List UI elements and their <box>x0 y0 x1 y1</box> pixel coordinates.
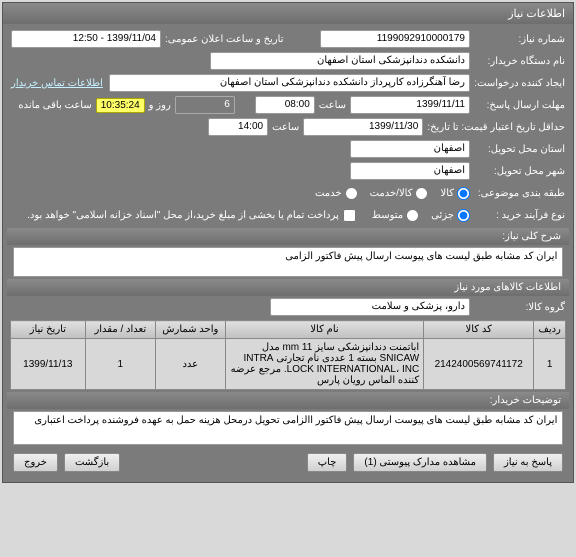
delivery-prov-label: استان محل تحویل: <box>470 144 565 155</box>
validity-date: 1399/11/30 <box>303 118 423 136</box>
validity-time-label: ساعت <box>268 122 303 133</box>
budget-type-label: طبقه بندی موضوعی: <box>470 188 565 199</box>
budget-type-group: کالا کالا/خدمت خدمت <box>315 187 470 200</box>
answer-button[interactable]: پاسخ به نیاز <box>493 453 563 472</box>
public-date-label: تاریخ و ساعت اعلان عمومی: <box>161 34 288 45</box>
answer-deadline-date: 1399/11/11 <box>350 96 470 114</box>
table-header-row: ردیف کد کالا نام کالا واحد شمارش تعداد /… <box>10 321 565 339</box>
budget-opt-goods[interactable]: کالا <box>440 187 470 200</box>
buy-radio-mid[interactable] <box>406 209 419 222</box>
col-idx: ردیف <box>534 321 566 339</box>
buyer-org-label: نام دستگاه خریدار: <box>470 56 565 67</box>
answer-deadline-time: 08:00 <box>255 96 315 114</box>
creator-value: رضا آهنگرزاده کارپرداز دانشکده دندانپزشک… <box>109 74 470 92</box>
remaining-time: 10:35:24 <box>96 98 145 113</box>
remaining-days-label: روز و <box>145 100 175 111</box>
goods-group-value: دارو، پزشکی و سلامت <box>270 298 470 316</box>
buy-opt-mid[interactable]: متوسط <box>372 209 419 222</box>
answer-deadline-label: مهلت ارسال پاسخ: <box>470 100 565 111</box>
cell-name: اباتمنت دندانپزشکی سایز mm 11 مدل SNICAW… <box>225 339 423 390</box>
buy-radio-low[interactable] <box>457 209 470 222</box>
footer-bar: پاسخ به نیاز مشاهده مدارک پیوستی (1) چاپ… <box>7 447 569 478</box>
partial-pay-checkbox[interactable] <box>343 209 356 222</box>
need-no-label: شماره نیاز: <box>470 34 565 45</box>
desc-section-label: شرح کلی نیاز: <box>7 228 569 245</box>
delivery-city-value: اصفهان <box>350 162 470 180</box>
col-qty: تعداد / مقدار <box>85 321 155 339</box>
creator-label: ایجاد کننده درخواست: <box>470 78 565 89</box>
remaining-days: 6 <box>175 96 235 114</box>
cell-code: 2142400569741172 <box>424 339 534 390</box>
cell-qty: 1 <box>85 339 155 390</box>
budget-radio-goods-service[interactable] <box>415 187 428 200</box>
budget-radio-goods[interactable] <box>457 187 470 200</box>
contact-link[interactable]: اطلاعات تماس خریدار <box>11 78 103 89</box>
goods-group-label: گروه کالا: <box>470 302 565 313</box>
validity-label: حداقل تاریخ اعتبار قیمت: تا تاریخ: <box>423 122 565 133</box>
panel-body: شماره نیاز: 1199092910000179 تاریخ و ساع… <box>3 24 573 482</box>
cell-idx: 1 <box>534 339 566 390</box>
exit-button[interactable]: خروج <box>13 453 58 472</box>
budget-opt-goods-service[interactable]: کالا/خدمت <box>370 187 429 200</box>
validity-time: 14:00 <box>208 118 268 136</box>
need-info-panel: اطلاعات نیاز شماره نیاز: 119909291000017… <box>2 2 574 483</box>
partial-pay-label: پرداخت تمام یا بخشی از مبلغ خرید،از محل … <box>27 210 339 221</box>
attachments-button[interactable]: مشاهده مدارک پیوستی (1) <box>353 453 487 472</box>
buy-type-group: جزئی متوسط <box>372 209 470 222</box>
buyer-notes-label: توضیحات خریدار: <box>7 392 569 409</box>
budget-opt-service[interactable]: خدمت <box>315 187 358 200</box>
goods-table: ردیف کد کالا نام کالا واحد شمارش تعداد /… <box>10 320 566 390</box>
buyer-notes-text <box>13 411 564 445</box>
remaining-suffix: ساعت باقی مانده <box>14 100 95 111</box>
col-unit: واحد شمارش <box>155 321 225 339</box>
budget-radio-service[interactable] <box>345 187 358 200</box>
public-date-value: 1399/11/04 - 12:50 <box>11 30 161 48</box>
goods-header: اطلاعات کالاهای مورد نیاز <box>7 279 569 296</box>
panel-title: اطلاعات نیاز <box>3 3 573 24</box>
cell-date: 1399/11/13 <box>10 339 85 390</box>
buyer-org-value: دانشکده دندانپزشکی استان اصفهان <box>210 52 470 70</box>
answer-time-label: ساعت <box>315 100 350 111</box>
buy-type-label: نوع فرآیند خرید : <box>470 210 565 221</box>
table-row: 1 2142400569741172 اباتمنت دندانپزشکی سا… <box>10 339 565 390</box>
partial-pay-wrap: پرداخت تمام یا بخشی از مبلغ خرید،از محل … <box>27 209 356 222</box>
need-no-value: 1199092910000179 <box>320 30 470 48</box>
desc-text <box>13 247 564 277</box>
cell-unit: عدد <box>155 339 225 390</box>
col-name: نام کالا <box>225 321 423 339</box>
delivery-prov-value: اصفهان <box>350 140 470 158</box>
delivery-city-label: شهر محل تحویل: <box>470 166 565 177</box>
buy-opt-low[interactable]: جزئی <box>431 209 470 222</box>
back-button[interactable]: بازگشت <box>64 453 120 472</box>
col-code: کد کالا <box>424 321 534 339</box>
col-date: تاریخ نیاز <box>10 321 85 339</box>
print-button[interactable]: چاپ <box>307 453 348 472</box>
